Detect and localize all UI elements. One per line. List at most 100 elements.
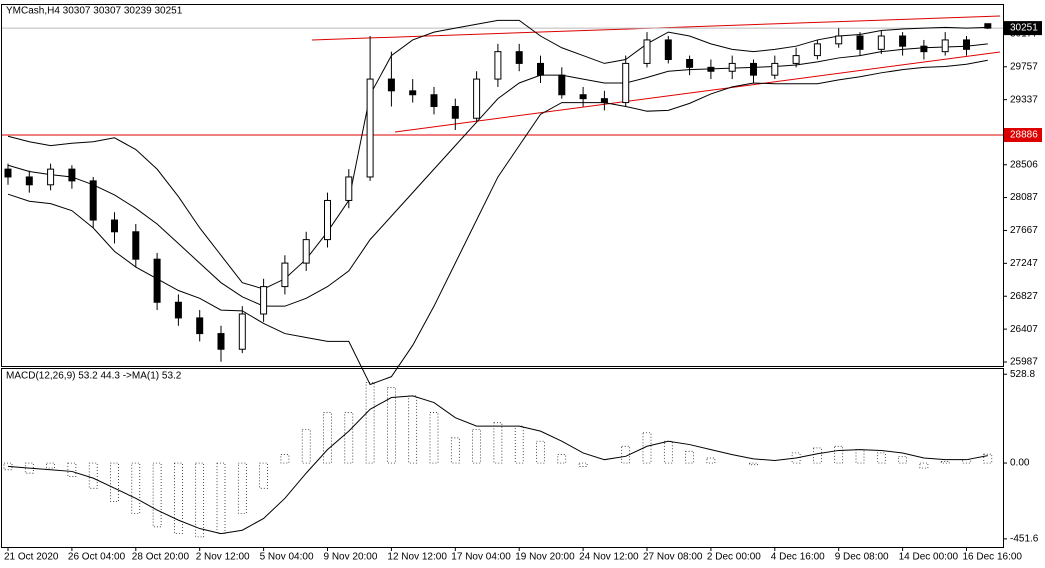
macd-bar	[24, 462, 34, 474]
price-label: 30251	[1010, 23, 1038, 34]
candle-body	[537, 62, 544, 76]
macd-bar	[323, 412, 332, 464]
macd-bar	[429, 412, 439, 464]
macd-bar	[536, 440, 545, 464]
y-tick-label: -451.6	[1010, 534, 1039, 545]
candle-body	[707, 66, 715, 72]
x-tick-label: 17 Nov 04:00	[451, 552, 511, 563]
bollinger-upper	[7, 19, 988, 290]
candle-body	[750, 62, 757, 76]
candle-body	[813, 43, 821, 57]
candle-body	[302, 239, 310, 264]
x-tick-label: 26 Oct 04:00	[68, 552, 126, 563]
candle-body	[963, 39, 970, 50]
macd-bar	[813, 447, 822, 464]
x-tick-label: 9 Nov 20:00	[324, 552, 378, 563]
candle-body	[217, 333, 225, 350]
trendline	[394, 51, 1001, 133]
macd-bar	[578, 462, 588, 467]
candle-body	[558, 74, 566, 96]
candle-body	[324, 199, 331, 241]
candle-body	[4, 168, 12, 178]
candle-body	[473, 78, 481, 119]
macd-bar	[110, 462, 119, 503]
macd-bar	[301, 429, 311, 464]
candle-body	[899, 35, 907, 47]
macd-bar	[472, 429, 481, 464]
macd-bar	[450, 437, 460, 464]
macd-title: MACD(12,26,9) 53.2 44.3 ->MA(1) 53.2	[6, 371, 182, 382]
candle-body	[664, 39, 672, 61]
macd-bar	[195, 462, 205, 538]
macd-bar	[983, 453, 993, 464]
candle-body	[68, 168, 76, 182]
macd-bar	[344, 412, 354, 464]
signal-line	[7, 395, 988, 535]
candle-body	[281, 262, 289, 288]
candle-body	[387, 78, 395, 92]
macd-panel	[1, 368, 1004, 548]
candle-body	[494, 51, 502, 80]
macd-bar	[706, 457, 716, 464]
macd-bar	[216, 462, 226, 534]
macd-bar	[387, 387, 396, 464]
macd-bar	[919, 462, 929, 469]
x-tick-label: 19 Nov 20:00	[515, 552, 575, 563]
macd-bar	[259, 462, 268, 489]
x-tick-label: 2 Nov 12:00	[196, 552, 250, 563]
candle-body	[196, 317, 204, 335]
macd-bar	[898, 455, 907, 464]
macd-bar	[557, 454, 567, 464]
candle-body	[579, 94, 587, 100]
macd-bar	[88, 462, 98, 489]
macd-bar	[365, 382, 375, 464]
y-tick-label: 26407	[1010, 324, 1038, 335]
macd-bar	[237, 462, 247, 514]
candle-body	[856, 35, 864, 50]
x-tick-label: 28 Oct 20:00	[132, 552, 190, 563]
candle-body	[238, 313, 246, 350]
candle-body	[941, 39, 949, 53]
y-tick-label: 528.8	[1010, 369, 1035, 380]
y-tick-label: 28087	[1010, 192, 1038, 203]
macd-bar	[685, 450, 694, 464]
macd-bar	[67, 462, 77, 477]
x-tick-label: 12 Nov 12:00	[387, 552, 447, 563]
y-tick-label: 26827	[1010, 291, 1038, 302]
macd-bar	[493, 422, 503, 464]
candle-body	[600, 98, 608, 104]
x-tick-label: 4 Dec 16:00	[771, 552, 825, 563]
candle-body	[366, 78, 374, 178]
candle-body	[515, 51, 523, 64]
macd-bar	[791, 452, 801, 464]
candle-body	[728, 62, 736, 72]
candle-body	[345, 176, 353, 201]
bollinger-lower	[7, 59, 988, 386]
y-tick-label: 0.00	[1010, 458, 1030, 469]
candle-body	[771, 62, 779, 76]
x-tick-label: 21 Oct 2020	[4, 552, 59, 563]
x-tick-label: 2 Dec 00:00	[707, 552, 761, 563]
candle-body	[153, 258, 161, 303]
y-tick-label: 29757	[1010, 61, 1038, 72]
x-tick-label: 24 Nov 12:00	[579, 552, 639, 563]
candle-body	[451, 105, 459, 119]
candle-body	[260, 286, 268, 315]
candle-body	[792, 55, 800, 64]
x-tick-label: 5 Nov 04:00	[260, 552, 314, 563]
y-tick-label: 27247	[1010, 258, 1038, 269]
candle-body	[409, 90, 417, 96]
y-tick-label: 28506	[1010, 159, 1038, 170]
macd-bar	[3, 462, 13, 471]
x-tick-label: 14 Dec 00:00	[899, 552, 959, 563]
candle-body	[622, 62, 630, 104]
macd-bar	[152, 462, 162, 528]
candle-body	[920, 45, 928, 53]
macd-bar	[174, 462, 183, 534]
price-label-box	[1004, 21, 1042, 36]
macd-bar	[280, 454, 290, 464]
x-tick-label: 9 Dec 08:00	[835, 552, 889, 563]
candle-body	[89, 180, 97, 221]
